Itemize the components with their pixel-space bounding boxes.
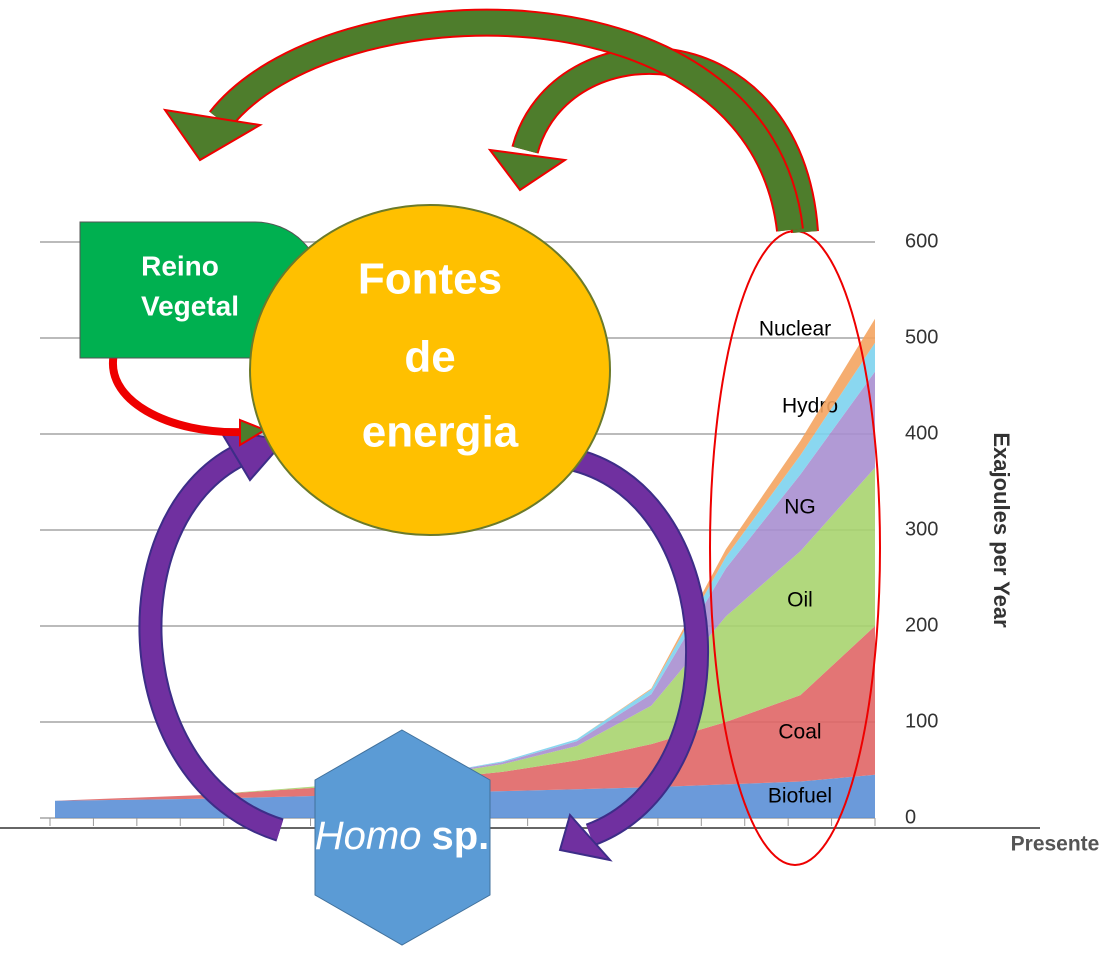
y-tick-label: 300 [905, 518, 938, 540]
node-label: Fontes [358, 255, 502, 304]
series-label: Oil [787, 589, 813, 612]
red-arrow-head [239, 418, 268, 447]
homo-label: Homo sp. [315, 814, 490, 858]
node-label: sp. [431, 814, 489, 858]
red-arrow [109, 348, 246, 437]
fontes-shape [249, 204, 611, 536]
area [55, 467, 875, 801]
node-label: Reino [141, 250, 219, 281]
node-label: energia [362, 408, 519, 457]
homo-shape [314, 729, 491, 946]
y-tick-label: 400 [905, 422, 938, 444]
series-label: Nuclear [759, 318, 831, 341]
y-tick-label: 500 [905, 326, 938, 348]
y-tick-label: 600 [905, 230, 938, 252]
series-label: NG [784, 496, 816, 519]
purple-arrows [138, 428, 710, 862]
node-label: de [404, 333, 455, 382]
y-tick-label: 0 [905, 806, 916, 828]
series-label: Biofuel [768, 785, 832, 808]
green-arrows [162, 8, 819, 234]
y-tick-label: 100 [905, 710, 938, 732]
series-label: Coal [778, 721, 821, 744]
y-tick-label: 200 [905, 614, 938, 636]
node-label: Vegetal [141, 290, 239, 321]
node-label: Homo [315, 814, 422, 858]
y-axis-label: Exajoules per Year [989, 432, 1014, 628]
x-axis-label: Presente [1011, 833, 1100, 856]
